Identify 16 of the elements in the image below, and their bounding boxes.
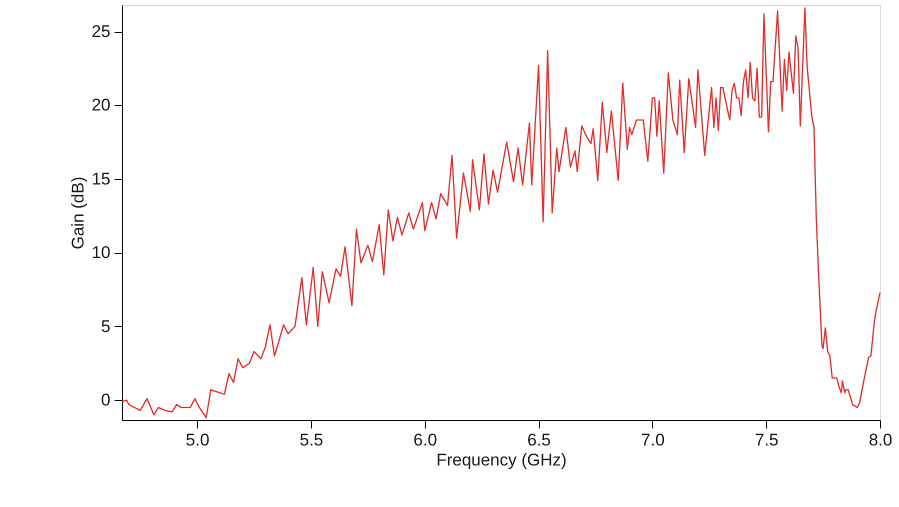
line-series [121,7,881,418]
x-tick-label: 5.0 [186,430,210,450]
x-tick-label: 8.0 [868,430,892,450]
x-tick-label: 7.5 [754,430,779,450]
y-tick-label: 10 [92,243,110,262]
y-tick-label: 25 [92,22,110,42]
x-tick-label: 5.5 [300,430,324,450]
y-tick-label: 0 [101,390,110,410]
x-tick-label: 7.0 [641,430,665,450]
x-tick-label: 6.0 [413,430,438,450]
y-tick-label: 5 [101,316,110,336]
y-tick-label: 20 [92,96,110,115]
x-tick-label: 6.5 [527,430,551,450]
y-axis-title: Gain (dB) [68,176,88,250]
x-axis-title: Frequency (GHz) [436,450,567,470]
y-tick-label: 15 [92,169,110,188]
